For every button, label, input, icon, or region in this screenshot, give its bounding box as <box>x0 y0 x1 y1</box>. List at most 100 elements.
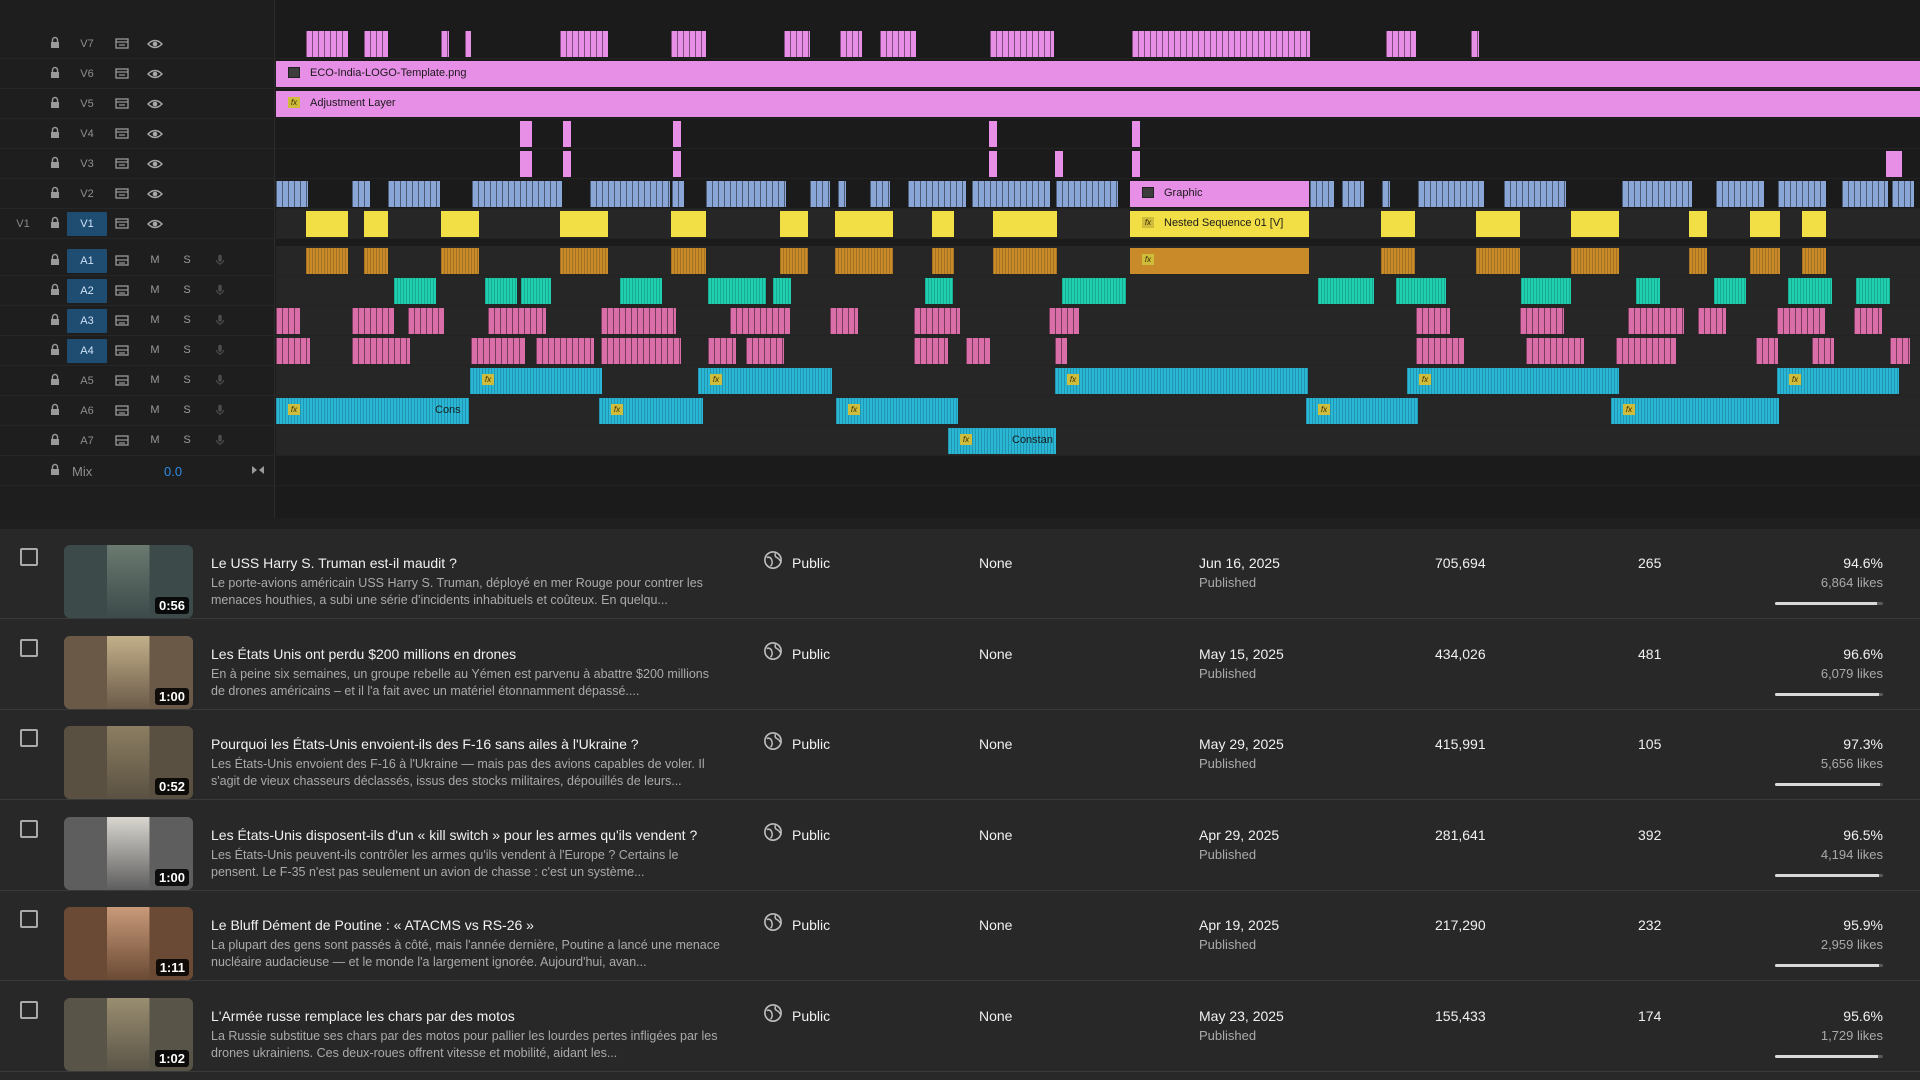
a3-clip[interactable] <box>1049 308 1079 334</box>
v2-clip[interactable] <box>388 181 440 207</box>
solo-button[interactable]: S <box>183 404 191 416</box>
lock-icon[interactable] <box>47 432 63 448</box>
v7-clip[interactable] <box>364 31 388 57</box>
video-title[interactable]: L'Armée russe remplace les chars par des… <box>211 1007 515 1024</box>
visibility-value[interactable]: Public <box>792 555 831 571</box>
lock-icon[interactable] <box>47 372 63 388</box>
v4-clip[interactable] <box>1132 121 1140 147</box>
v1-clip[interactable] <box>835 211 893 237</box>
video-thumbnail[interactable]: 0:52 <box>64 726 193 799</box>
v1-clip[interactable] <box>1381 211 1415 237</box>
lock-icon[interactable] <box>47 462 63 478</box>
v7-clip[interactable] <box>990 31 1054 57</box>
mute-button[interactable]: M <box>150 344 160 356</box>
track-lane[interactable] <box>276 209 1920 239</box>
lock-icon[interactable] <box>47 282 63 298</box>
video-thumbnail[interactable]: 0:56 <box>64 545 193 618</box>
lock-icon[interactable] <box>47 125 63 141</box>
eye-icon[interactable] <box>146 216 164 232</box>
track-lane[interactable] <box>276 119 1920 149</box>
v2-clip[interactable] <box>1892 181 1914 207</box>
solo-button[interactable]: S <box>183 374 191 386</box>
track-name[interactable]: A3 <box>67 309 107 333</box>
a2-clip[interactable] <box>708 278 766 304</box>
video-thumbnail[interactable]: 1:11 <box>64 907 193 980</box>
a3-clip[interactable] <box>830 308 858 334</box>
sync-lock-icon[interactable] <box>114 343 130 359</box>
v3-clip[interactable] <box>1055 151 1063 177</box>
mute-button[interactable]: M <box>150 374 160 386</box>
a3-clip[interactable] <box>1777 308 1825 334</box>
sync-lock-icon[interactable] <box>114 66 130 82</box>
a4-clip[interactable] <box>536 338 594 364</box>
track-name[interactable]: A6 <box>80 405 94 417</box>
collapse-arrows-icon[interactable] <box>250 462 266 478</box>
microphone-icon[interactable] <box>213 312 227 328</box>
video-title[interactable]: Le Bluff Dément de Poutine : « ATACMS vs… <box>211 917 534 933</box>
a2-clip[interactable] <box>1521 278 1571 304</box>
a4-clip[interactable] <box>601 338 681 364</box>
select-checkbox[interactable] <box>20 910 38 928</box>
track-name[interactable]: A5 <box>80 375 94 387</box>
a4-clip[interactable] <box>1812 338 1834 364</box>
mix-volume-value[interactable]: 0.0 <box>164 464 183 479</box>
solo-button[interactable]: S <box>183 254 191 266</box>
v2-clip[interactable] <box>838 181 846 207</box>
v1-clip[interactable] <box>780 211 808 237</box>
v2-clip[interactable] <box>1504 181 1566 207</box>
track-name[interactable]: A2 <box>67 279 107 303</box>
v1-clip[interactable] <box>441 211 479 237</box>
a2-clip[interactable] <box>620 278 662 304</box>
a3-clip[interactable] <box>352 308 394 334</box>
track-name[interactable]: V5 <box>80 98 94 110</box>
v2-clip[interactable] <box>352 181 370 207</box>
v1-clip[interactable] <box>1476 211 1520 237</box>
a1-clip[interactable] <box>1381 248 1415 274</box>
video-row[interactable]: 0:52 Pourquoi les États-Unis envoient-ils… <box>0 710 1920 800</box>
a3-clip[interactable] <box>914 308 960 334</box>
comment-count[interactable]: 392 <box>1638 826 1662 843</box>
video-thumbnail[interactable]: 1:00 <box>64 816 193 890</box>
v2-clip[interactable] <box>590 181 670 207</box>
a1-clip[interactable] <box>780 248 808 274</box>
visibility-value[interactable]: Public <box>792 917 831 933</box>
a4-clip[interactable] <box>966 338 990 364</box>
nested-sequence-clip[interactable]: fx Nested Sequence 01 [V] <box>1130 211 1309 237</box>
a4-clip[interactable] <box>746 338 784 364</box>
v4-clip[interactable] <box>563 121 571 147</box>
track-name[interactable]: A4 <box>67 339 107 363</box>
eye-icon[interactable] <box>146 66 164 82</box>
track-name[interactable]: V2 <box>80 188 94 200</box>
comment-count[interactable]: 174 <box>1638 1007 1662 1024</box>
v1-clip[interactable] <box>671 211 706 237</box>
v7-clip[interactable] <box>880 31 916 57</box>
solo-button[interactable]: S <box>183 434 191 446</box>
video-row[interactable]: 1:00 Les États-Unis disposent-ils d'un « … <box>0 801 1920 891</box>
comment-count[interactable]: 232 <box>1638 917 1662 933</box>
v2-clip[interactable] <box>1418 181 1484 207</box>
sync-lock-icon[interactable] <box>114 313 130 329</box>
a3-clip[interactable] <box>276 308 300 334</box>
v7-clip[interactable] <box>465 31 471 57</box>
a1-clip[interactable] <box>1802 248 1826 274</box>
sync-lock-icon[interactable] <box>114 253 130 269</box>
sync-lock-icon[interactable] <box>114 126 130 142</box>
v2-clip[interactable] <box>1622 181 1692 207</box>
a1-clip[interactable] <box>671 248 706 274</box>
v3-clip[interactable] <box>1886 151 1902 177</box>
v7-clip[interactable] <box>1386 31 1416 57</box>
a2-clip[interactable] <box>1788 278 1832 304</box>
video-thumbnail[interactable]: 1:02 <box>64 997 193 1071</box>
visibility-value[interactable]: Public <box>792 645 831 662</box>
v3-clip[interactable] <box>673 151 681 177</box>
track-lane[interactable] <box>276 149 1920 179</box>
track-name[interactable]: V1 <box>67 212 107 236</box>
a2-clip[interactable] <box>521 278 551 304</box>
a6-clip[interactable]: fx Cons <box>276 398 469 424</box>
sync-lock-icon[interactable] <box>114 283 130 299</box>
select-checkbox[interactable] <box>20 548 38 566</box>
a6-clip[interactable]: fx <box>836 398 958 424</box>
v7-clip[interactable] <box>671 31 706 57</box>
sync-lock-icon[interactable] <box>114 433 130 449</box>
a3-clip[interactable] <box>1698 308 1726 334</box>
